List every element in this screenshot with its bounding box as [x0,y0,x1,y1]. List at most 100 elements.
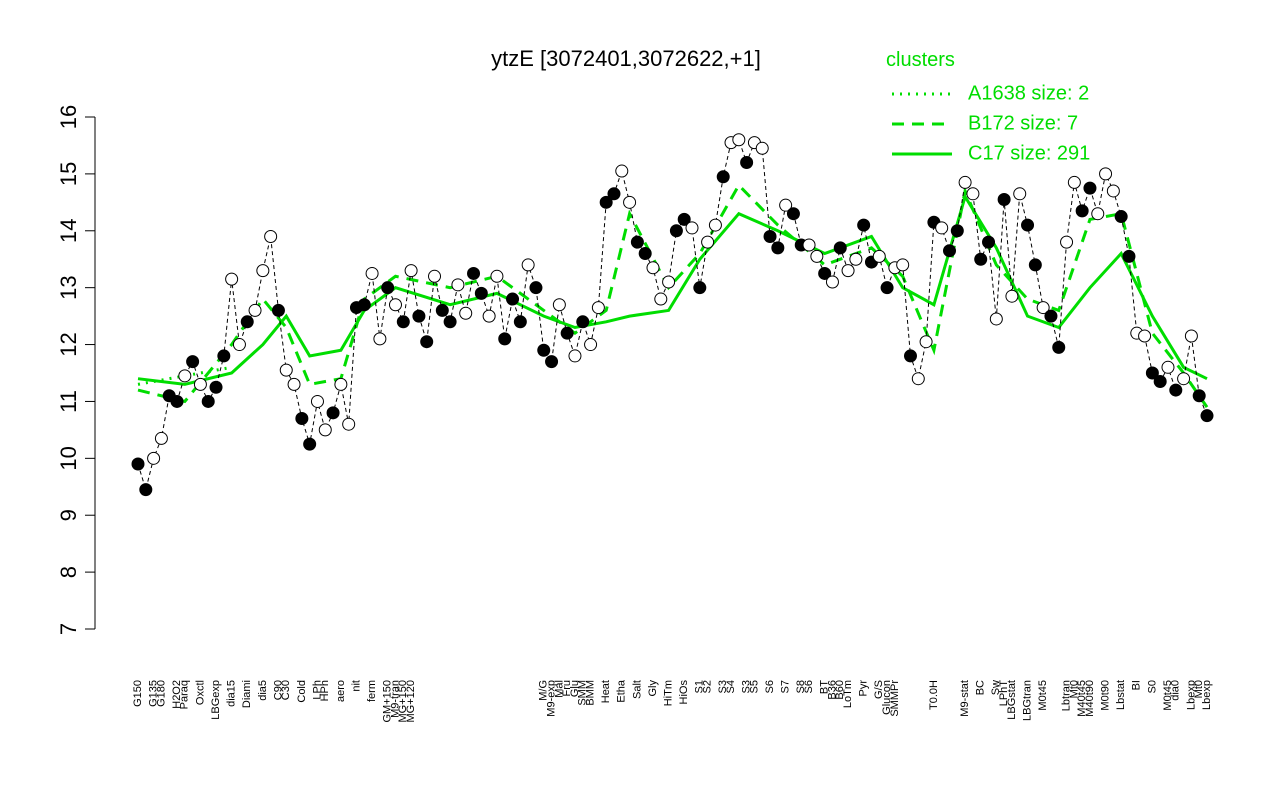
data-point [779,198,793,212]
data-point [295,412,309,426]
plot-area [95,105,1215,629]
data-point [482,309,496,323]
data-point [334,377,348,391]
data-point [950,224,964,238]
data-point [982,235,996,249]
data-point [1005,289,1019,303]
data-point [1052,340,1066,354]
data-point [1036,301,1050,315]
x-tick-label: LPh [311,680,323,700]
y-tick-label: 13 [56,275,81,299]
x-tick-label: Sw [990,680,1002,695]
x-tick-label: LBGstat [1006,680,1018,720]
data-point [568,349,582,363]
x-tick-label: M/G [538,680,550,701]
data-point [1099,167,1113,181]
x-tick-label: Glucon [881,680,893,715]
data-point [240,315,254,329]
x-tick-label: Heat [600,680,612,703]
data-point [303,437,317,451]
x-tick-label: S8 [795,680,807,693]
data-point [209,380,223,394]
data-point [474,286,488,300]
x-tick-label: S6 [764,680,776,693]
x-tick-label: G150 [132,680,144,707]
x-tick-label: Cold [296,680,308,703]
data-point [935,221,949,235]
data-point [708,218,722,232]
data-point [513,315,527,329]
data-point [248,303,262,317]
x-tick-label: Oxctl [194,680,206,705]
data-point [1106,184,1120,198]
data-point [1153,375,1167,389]
data-point [677,212,691,226]
data-point [131,457,145,471]
x-tick-label: M9-stat [959,680,971,717]
data-point [256,264,270,278]
data-point [545,355,559,369]
x-tick-label: Mal [553,680,565,698]
data-point [170,394,184,408]
data-point [357,298,371,312]
x-tick-label: T0.0H [928,680,940,710]
y-tick-label: 15 [56,162,81,186]
x-tick-label: S6 [803,680,815,693]
data-point [685,221,699,235]
data-point [630,235,644,249]
x-tick-label: LoTm [842,680,854,708]
data-point [607,187,621,201]
data-point [373,332,387,346]
y-tick-label: 7 [56,623,81,635]
x-tick-label: G180 [155,680,167,707]
x-tick-label: S1 [694,680,706,693]
x-tick-label: B36 [826,680,838,700]
data-point [958,175,972,189]
data-point [943,244,957,258]
legend-label: C17 size: 291 [968,142,1090,164]
data-point [1075,204,1089,218]
x-tick-label: MG+120 [405,680,417,723]
data-point [732,133,746,147]
data-point [435,303,449,317]
x-tick-label: Lbexp [1185,680,1197,710]
data-point [919,335,933,349]
x-tick-label: LPhT [998,680,1010,707]
data-point [693,281,707,295]
data-point [654,292,668,306]
data-point [365,266,379,280]
data-point [763,229,777,243]
data-point [1028,258,1042,272]
x-tick-label: HPh [319,680,331,701]
data-point [186,355,200,369]
data-point [537,343,551,357]
data-point [154,431,168,445]
x-tick-label: SMM [577,680,589,706]
data-point [599,195,613,209]
data-point [584,338,598,352]
x-tick-label: Etha [616,679,628,703]
legend-title: clusters [886,49,955,71]
x-tick-label: dia0 [1170,680,1182,701]
x-tick-label: Diami [241,680,253,708]
data-point [388,298,402,312]
x-tick-label: BI [1131,680,1143,690]
data-point [420,335,434,349]
cluster-line [137,182,1209,408]
data-point [217,349,231,363]
x-tick-label: Pyr [858,680,870,697]
data-point [1060,235,1074,249]
x-tick-label: Paraq [179,680,191,709]
x-tick-label: S3 [741,680,753,693]
y-tick-label: 12 [56,332,81,356]
data-point [1145,366,1159,380]
data-point [638,247,652,261]
data-point [279,363,293,377]
x-tick-label: GM+150 [382,680,394,723]
x-tick-label: M9-exp [545,680,557,717]
data-point [841,264,855,278]
x-tick-label: G135 [148,680,160,707]
x-tick-label: S3 [717,680,729,693]
data-point [857,218,871,232]
